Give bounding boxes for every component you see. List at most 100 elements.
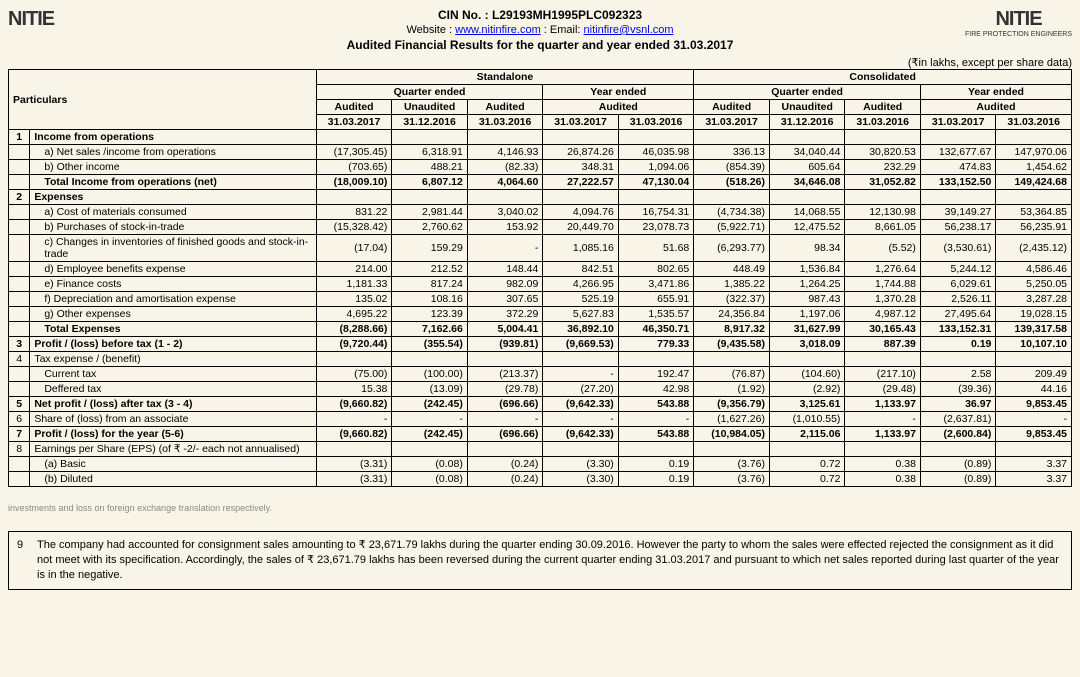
email-label: : Email: [544, 24, 584, 36]
cell-value: 3,018.09 [769, 337, 844, 352]
cell-value: 817.24 [392, 277, 467, 292]
cell-value: (3.76) [694, 457, 770, 472]
cell-value [392, 190, 467, 205]
cell-value [543, 442, 618, 457]
cell-value: 132,677.67 [920, 145, 995, 160]
cell-value: 98.34 [769, 235, 844, 262]
th-standalone: Standalone [316, 70, 694, 85]
cell-value [543, 352, 618, 367]
cell-value: (0.89) [920, 472, 995, 487]
cell-value: 212.52 [392, 262, 467, 277]
cell-value: 36.97 [920, 397, 995, 412]
th-year-ended: Year ended [920, 85, 1071, 100]
cell-value: 6,318.91 [392, 145, 467, 160]
cell-value: 2.58 [920, 367, 995, 382]
cell-value [694, 442, 770, 457]
logo-right: NITIE FIRE PROTECTION ENGINEERS [965, 8, 1072, 38]
th-unaudited: Unaudited [392, 100, 467, 115]
th-date: 31.03.2017 [694, 115, 770, 130]
cell-value: (854.39) [694, 160, 770, 175]
cell-value: (213.37) [467, 367, 542, 382]
cell-value: (104.60) [769, 367, 844, 382]
th-audited: Audited [920, 100, 1071, 115]
cell-value [769, 130, 844, 145]
website-label: Website : [406, 24, 455, 36]
cell-value: 53,364.85 [996, 205, 1072, 220]
cell-value: (939.81) [467, 337, 542, 352]
cell-value: 3,040.02 [467, 205, 542, 220]
row-number [9, 220, 30, 235]
th-date: 31.03.2016 [845, 115, 920, 130]
row-label: c) Changes in inventories of finished go… [30, 235, 316, 262]
table-row: Current tax(75.00)(100.00)(213.37)-192.4… [9, 367, 1072, 382]
cell-value: 46,035.98 [618, 145, 693, 160]
cell-value: 802.65 [618, 262, 693, 277]
cell-value: 56,238.17 [920, 220, 995, 235]
cell-value: 159.29 [392, 235, 467, 262]
th-audited: Audited [467, 100, 542, 115]
cell-value: 12,475.52 [769, 220, 844, 235]
cell-value: 348.31 [543, 160, 618, 175]
cell-value: 779.33 [618, 337, 693, 352]
cell-value [543, 190, 618, 205]
cell-value: (9,669.53) [543, 337, 618, 352]
cell-value: (15,328.42) [316, 220, 392, 235]
cell-value: 0.19 [618, 472, 693, 487]
cell-value: 30,165.43 [845, 322, 920, 337]
cell-value: (9,356.79) [694, 397, 770, 412]
cell-value: 605.64 [769, 160, 844, 175]
cell-value: - [467, 235, 542, 262]
cell-value: (242.45) [392, 397, 467, 412]
th-date: 31.12.2016 [769, 115, 844, 130]
cell-value [392, 130, 467, 145]
cell-value: 36,892.10 [543, 322, 618, 337]
cell-value [996, 352, 1072, 367]
cell-value: (10,984.05) [694, 427, 770, 442]
cell-value: 56,235.91 [996, 220, 1072, 235]
cell-value: 3,125.61 [769, 397, 844, 412]
row-label: b) Other income [30, 160, 316, 175]
cell-value: 51.68 [618, 235, 693, 262]
document-title: Audited Financial Results for the quarte… [8, 38, 1072, 52]
cell-value: 123.39 [392, 307, 467, 322]
cell-value: 982.09 [467, 277, 542, 292]
table-row: (b) Diluted(3.31)(0.08)(0.24)(3.30)0.19(… [9, 472, 1072, 487]
row-label: d) Employee benefits expense [30, 262, 316, 277]
cell-value: 39,149.27 [920, 205, 995, 220]
cell-value: (2,637.81) [920, 412, 995, 427]
cell-value [769, 352, 844, 367]
row-label: b) Purchases of stock-in-trade [30, 220, 316, 235]
cell-value [543, 130, 618, 145]
cell-value: (0.08) [392, 472, 467, 487]
website-link[interactable]: www.nitinfire.com [455, 24, 541, 36]
cell-value: 3.37 [996, 472, 1072, 487]
cell-value: 148.44 [467, 262, 542, 277]
row-number: 8 [9, 442, 30, 457]
th-date: 31.03.2017 [316, 115, 392, 130]
cell-value: 655.91 [618, 292, 693, 307]
cell-value: 10,107.10 [996, 337, 1072, 352]
cell-value: 2,115.06 [769, 427, 844, 442]
th-quarter-ended: Quarter ended [316, 85, 543, 100]
cell-value: 987.43 [769, 292, 844, 307]
cell-value: 14,068.55 [769, 205, 844, 220]
cell-value: (9,435.58) [694, 337, 770, 352]
cell-value: 4,987.12 [845, 307, 920, 322]
faded-text: investments and loss on foreign exchange… [8, 503, 1072, 513]
table-row: Total Expenses(8,288.66)7,162.665,004.41… [9, 322, 1072, 337]
th-date: 31.03.2016 [467, 115, 542, 130]
cell-value: (1,010.55) [769, 412, 844, 427]
th-audited: Audited [543, 100, 694, 115]
cell-value: 34,646.08 [769, 175, 844, 190]
cell-value: (3.76) [694, 472, 770, 487]
email-link[interactable]: nitinfire@vsnl.com [584, 24, 674, 36]
table-row: Deffered tax15.38(13.09)(29.78)(27.20)42… [9, 382, 1072, 397]
cell-value [618, 190, 693, 205]
table-row: f) Depreciation and amortisation expense… [9, 292, 1072, 307]
cell-value: 149,424.68 [996, 175, 1072, 190]
row-label: a) Net sales /income from operations [30, 145, 316, 160]
row-label: Tax expense / (benefit) [30, 352, 316, 367]
cell-value: 831.22 [316, 205, 392, 220]
cell-value: 46,350.71 [618, 322, 693, 337]
cell-value: 6,029.61 [920, 277, 995, 292]
